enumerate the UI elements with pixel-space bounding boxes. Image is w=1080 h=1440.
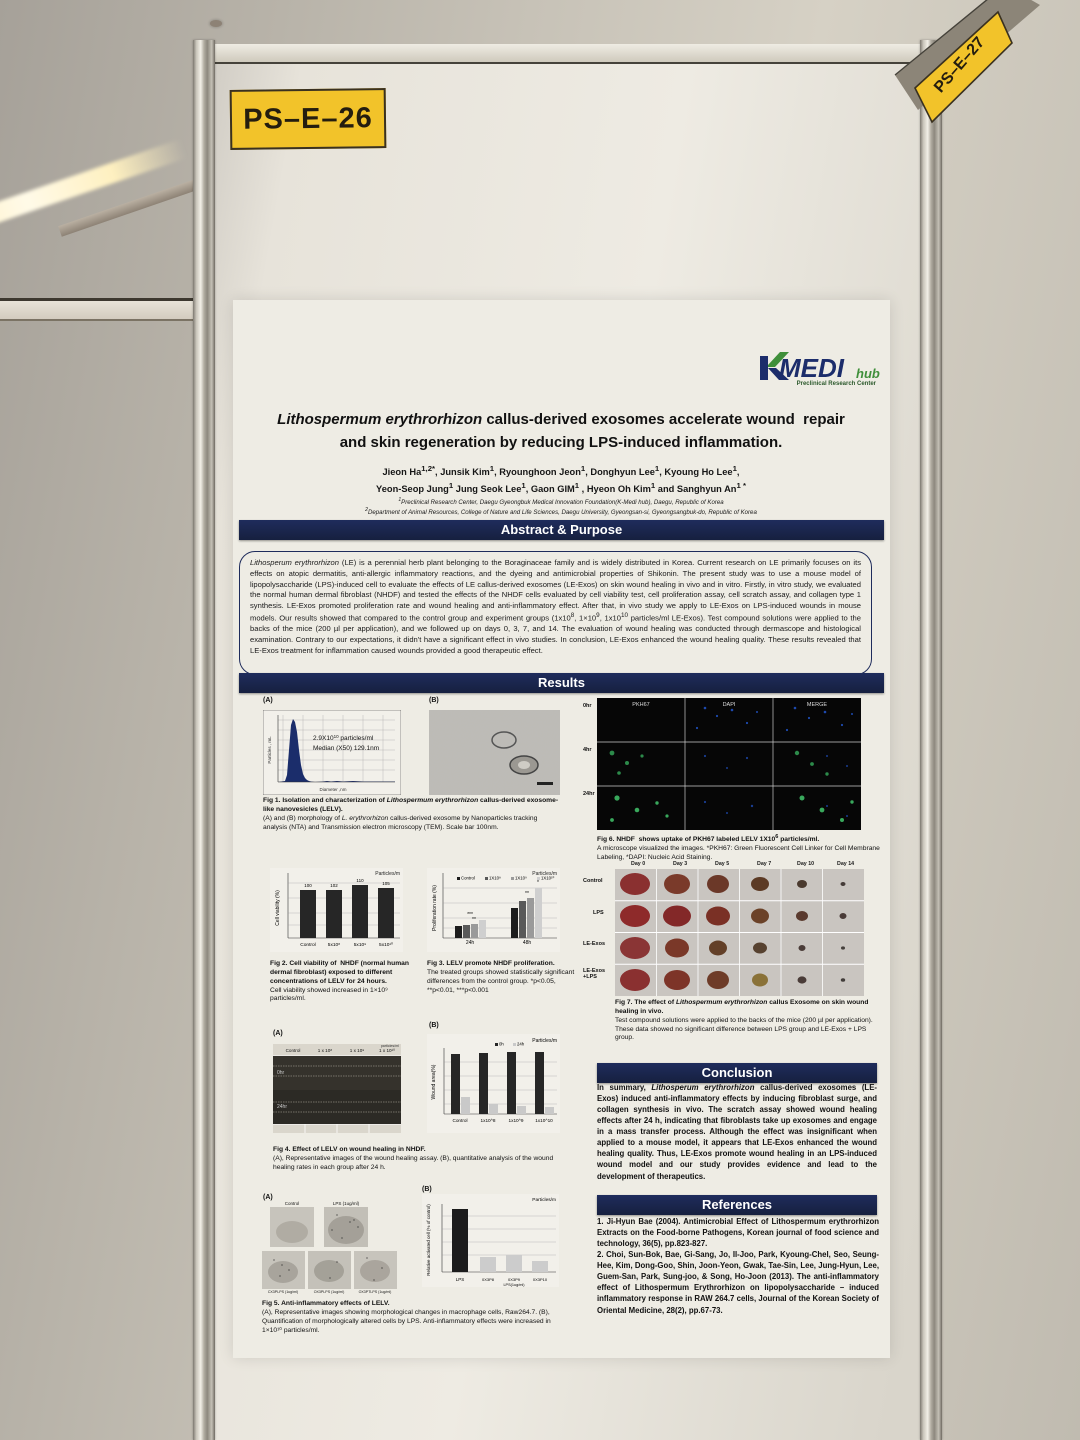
svg-text:PKH67: PKH67 [632,702,649,708]
svg-text:Particles/m: Particles/m [532,1038,557,1044]
svg-text:0X3P9: 0X3P9 [508,1277,521,1282]
svg-text:Control: Control [461,876,475,881]
svg-text:1 x 10¹⁰: 1 x 10¹⁰ [379,1048,395,1053]
svg-text:LPS(1ug/ml): LPS(1ug/ml) [503,1283,525,1287]
svg-text:Control: Control [286,1048,301,1053]
svg-text:Cell viability (%): Cell viability (%) [275,890,281,926]
svg-text:DAPI: DAPI [723,702,736,708]
svg-text:1X10⁹: 1X10⁹ [515,876,527,881]
svg-text:Proliferation rate (%): Proliferation rate (%) [432,885,438,931]
svg-text:0h: 0h [499,1042,504,1047]
svg-text:1x10^10: 1x10^10 [535,1118,553,1123]
svg-text:102: 102 [330,883,338,888]
svg-text:**: ** [525,891,529,897]
svg-text:105: 105 [382,881,390,886]
svg-text:CX3PLPS (1ug/ml): CX3PLPS (1ug/ml) [268,1290,298,1294]
svg-text:*: * [537,880,539,886]
svg-text:OX3PLPS (1ug/ml): OX3PLPS (1ug/ml) [314,1290,345,1294]
svg-text:0X3P8: 0X3P8 [482,1277,495,1282]
svg-text:OX3PTLPS (1ug/ml): OX3PTLPS (1ug/ml) [359,1290,392,1294]
svg-text:1x10^9: 1x10^9 [509,1118,524,1123]
svg-text:110: 110 [356,878,364,883]
svg-text:Particles/m: Particles/m [375,871,400,877]
svg-text:5x10⁸: 5x10⁸ [328,942,340,948]
svg-text:particles/ml: particles/ml [381,1044,399,1048]
svg-text:Control: Control [285,1201,300,1206]
svg-text:Relative activated cell (% of: Relative activated cell (% of control) [426,1204,431,1276]
svg-text:1X10¹⁰: 1X10¹⁰ [541,876,554,881]
svg-text:LPS (1ug/ml): LPS (1ug/ml) [333,1201,360,1206]
svg-text:5x10⁹: 5x10⁹ [354,942,366,948]
svg-text:1X10⁸: 1X10⁸ [489,876,501,881]
svg-text:Particles , mL: Particles , mL [267,736,272,764]
svg-text:MEDI: MEDI [779,353,845,383]
svg-text:2.9X1010 particles/ml: 2.9X1010 particles/ml [313,734,374,742]
svg-text:**: ** [472,917,476,923]
svg-text:Control: Control [452,1118,467,1123]
svg-text:Wound area(%): Wound area(%) [431,1064,437,1099]
svg-text:Control: Control [300,942,315,948]
svg-text:LPS: LPS [456,1277,465,1282]
svg-text:24h: 24h [517,1042,525,1047]
svg-text:1x10^8: 1x10^8 [481,1118,496,1123]
svg-text:1 x 10⁸: 1 x 10⁸ [318,1048,333,1053]
svg-text:5x10¹⁰: 5x10¹⁰ [379,942,393,948]
svg-text:100: 100 [304,883,312,888]
svg-text:Particles/m: Particles/m [532,1197,556,1203]
svg-text:MERGE: MERGE [807,702,828,708]
svg-text:hub: hub [856,366,880,381]
svg-text:24h: 24h [466,940,475,946]
svg-text:1 x 10⁹: 1 x 10⁹ [350,1048,365,1053]
svg-text:0hr: 0hr [277,1070,285,1076]
svg-text:Diameter ,nm: Diameter ,nm [319,787,346,792]
svg-text:Median (X50) 129.1nm: Median (X50) 129.1nm [313,745,379,752]
svg-text:48h: 48h [523,940,532,946]
svg-text:24hr: 24hr [277,1104,287,1110]
svg-text:0X3P10: 0X3P10 [533,1277,548,1282]
